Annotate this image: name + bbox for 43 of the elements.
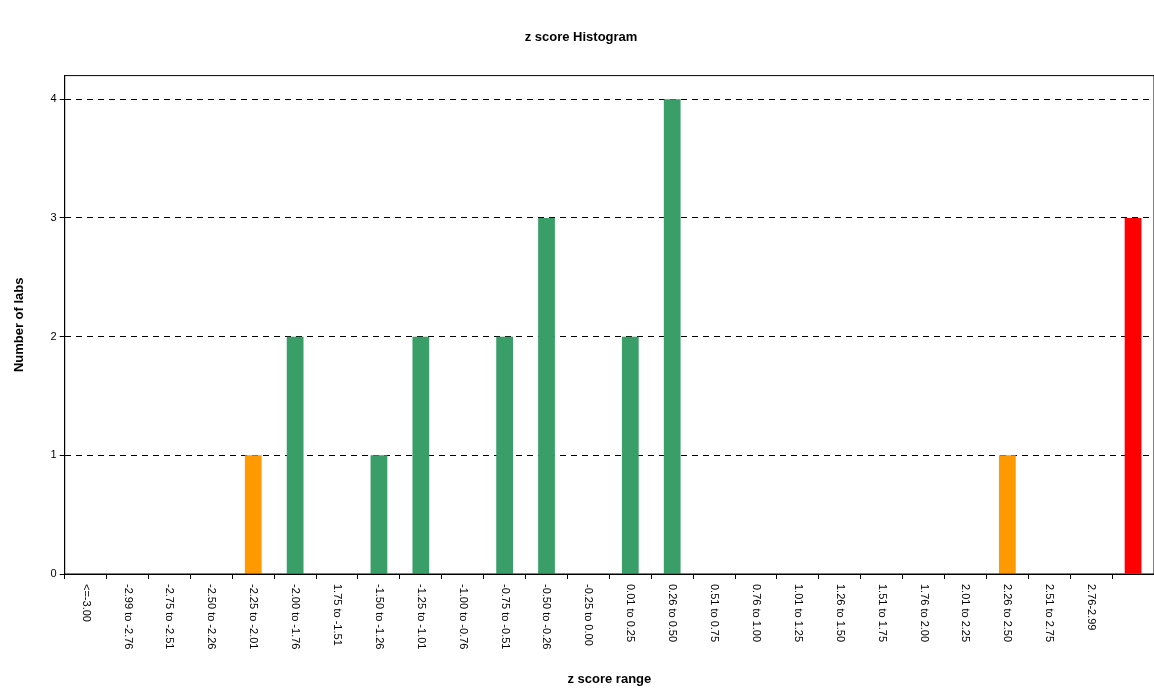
chart-title: z score Histogram bbox=[524, 29, 638, 45]
x-tick-label: 0.26 to 0.50 bbox=[667, 584, 680, 643]
y-tick-label: 1 bbox=[50, 448, 57, 461]
bar bbox=[621, 336, 639, 574]
x-tick-label: <=-3.00 bbox=[80, 584, 93, 622]
x-tick-label: -0.50 to -0.26 bbox=[541, 584, 554, 650]
x-tick-label: -1.00 to -0.76 bbox=[457, 584, 470, 650]
x-axis-title: z score range bbox=[567, 670, 652, 686]
bar bbox=[663, 99, 681, 574]
bar bbox=[538, 218, 555, 574]
x-tick-label: 2.26 to 2.50 bbox=[1002, 584, 1015, 643]
bar bbox=[1124, 218, 1142, 574]
x-tick-label: -0.25 to 0.00 bbox=[583, 584, 596, 646]
x-tick-label: 0.76 to 1.00 bbox=[750, 584, 763, 643]
y-axis-title: Number of labs bbox=[11, 277, 27, 373]
x-tick-label: 1.26 to 1.50 bbox=[834, 584, 847, 643]
y-tick-label: 4 bbox=[50, 92, 57, 105]
bar bbox=[496, 336, 513, 574]
x-tick-label: -2.99 to -2.76 bbox=[122, 584, 135, 650]
x-tick-label: 2.01 to 2.25 bbox=[960, 584, 973, 643]
bar bbox=[370, 455, 388, 574]
bar bbox=[998, 455, 1016, 574]
x-tick-label: -1.50 to -1.26 bbox=[373, 584, 386, 650]
x-tick-label: 1.76 to 2.00 bbox=[918, 584, 931, 643]
y-tick-label: 2 bbox=[50, 329, 57, 342]
x-tick-label: 2.76-2.99 bbox=[1086, 584, 1099, 631]
y-tick-label: 0 bbox=[50, 567, 57, 580]
bar bbox=[286, 336, 304, 574]
y-tick-label: 3 bbox=[50, 211, 57, 224]
x-tick-label: 1.01 to 1.25 bbox=[792, 584, 805, 643]
x-tick-label: 0.51 to 0.75 bbox=[709, 584, 722, 643]
x-tick-label: 1.75 to -1.51 bbox=[332, 584, 345, 646]
bar bbox=[412, 336, 430, 574]
x-tick-label: 0.01 to 0.25 bbox=[625, 584, 638, 643]
x-tick-label: -1.25 to -1.01 bbox=[415, 584, 428, 650]
x-tick-label: -2.25 to -2.01 bbox=[248, 584, 261, 650]
x-tick-label: -2.75 to -2.51 bbox=[164, 584, 177, 650]
x-tick-label: 2.51 to 2.75 bbox=[1044, 584, 1057, 643]
x-tick-label: -0.75 to -0.51 bbox=[499, 584, 512, 650]
x-tick-label: 1.51 to 1.75 bbox=[876, 584, 889, 643]
bar bbox=[244, 455, 262, 574]
x-tick-label: -2.00 to -1.76 bbox=[290, 584, 303, 650]
x-tick-label: -2.50 to -2.26 bbox=[206, 584, 219, 650]
